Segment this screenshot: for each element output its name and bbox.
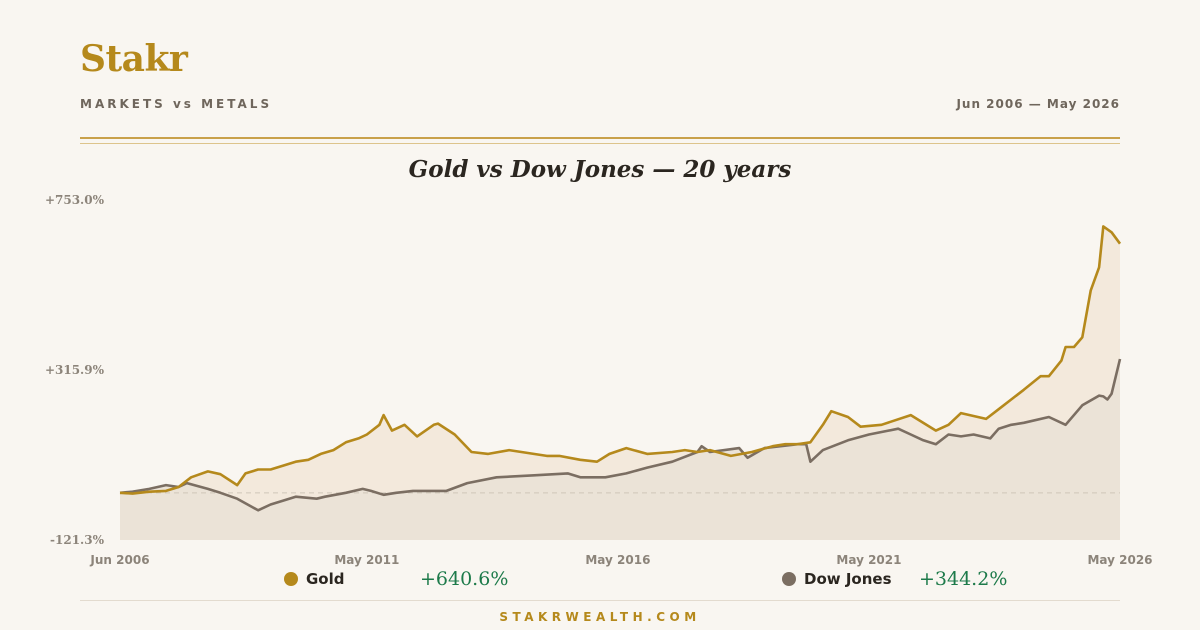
y-tick-label: +753.0% <box>45 193 105 207</box>
gold-legend-dot <box>284 572 298 586</box>
gold-line <box>119 225 1122 495</box>
legend-change-dow: +344.2% <box>919 567 1007 591</box>
dow-area-fill <box>120 359 1120 540</box>
legend-change-gold: +640.6% <box>420 567 508 591</box>
x-tick-label: May 2016 <box>585 553 650 567</box>
dow-jones-line <box>119 358 1122 512</box>
x-tick-label: May 2026 <box>1087 553 1152 567</box>
legend-label-gold: Gold <box>306 570 345 588</box>
y-tick-label: +315.9% <box>45 363 105 377</box>
x-tick-label: Jun 2006 <box>89 553 149 567</box>
page-subtitle: MARKETS vs METALS <box>80 97 273 111</box>
chart-title: Gold vs Dow Jones — 20 years <box>408 156 792 183</box>
dow-legend-dot <box>782 572 796 586</box>
dow-percent-change: +344.2% <box>919 568 1008 590</box>
legend-item-gold: Gold <box>284 567 345 591</box>
gold-percent-change: +640.6% <box>420 568 509 590</box>
footer-divider <box>80 600 1120 601</box>
y-tick-label: -121.3% <box>50 533 105 547</box>
legend-item-dow: Dow Jones <box>782 567 892 591</box>
date-range: Jun 2006 — May 2026 <box>956 97 1120 111</box>
x-tick-label: May 2011 <box>334 553 399 567</box>
brand-logo: Stakr <box>80 38 188 80</box>
legend-label-dow: Dow Jones <box>804 570 892 588</box>
x-tick-label: May 2021 <box>836 553 901 567</box>
header-divider-thin <box>80 143 1120 144</box>
footer-site-link[interactable]: STAKRWEALTH.COM <box>499 610 701 624</box>
header-divider <box>80 137 1120 139</box>
